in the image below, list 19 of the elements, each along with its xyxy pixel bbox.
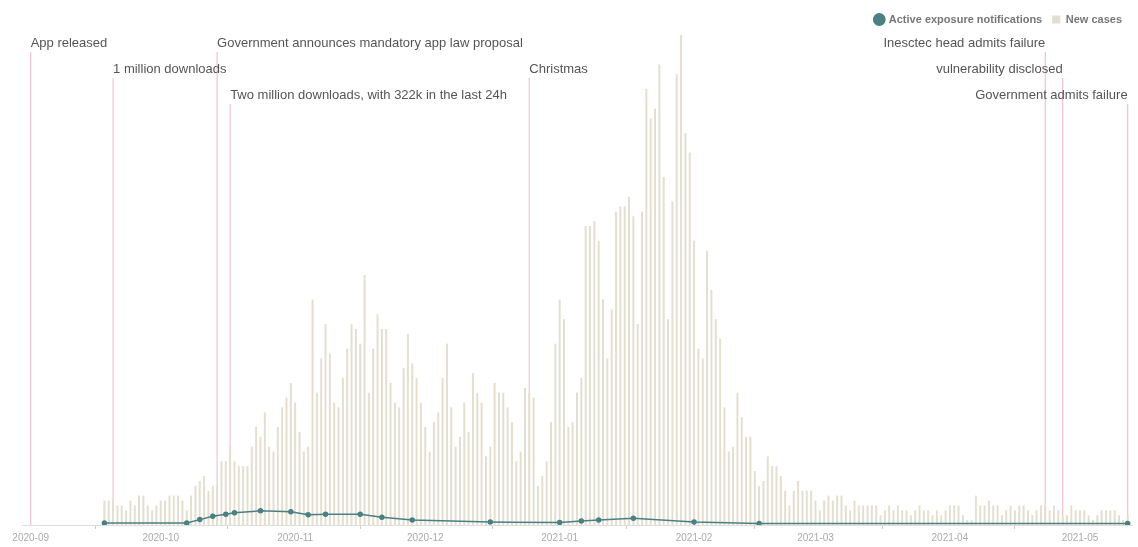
ref-line-label: vulnerability disclosed — [936, 60, 1063, 76]
ref-line-label: App released — [30, 34, 108, 50]
ref-line-label: Two million downloads, with 322k in the last 24h — [230, 86, 507, 102]
legend-label: New cases — [1065, 12, 1122, 25]
x-tick-label: 2020-11 — [277, 531, 314, 543]
ref-line-label: Government announces mandatory app law proposal — [217, 34, 523, 50]
x-tick-label: 2020-12 — [406, 531, 445, 543]
x-tick-label: 2021-04 — [931, 531, 969, 543]
x-tick-label: 2020-09 — [12, 531, 50, 543]
x-tick-label: 2021-03 — [797, 531, 835, 543]
legend-label: Active exposure notifications — [888, 12, 1043, 25]
ref-line-label: Government admits failure — [975, 86, 1128, 102]
x-tick-label: 2021-01 — [541, 531, 579, 543]
ref-line-label: Christmas — [529, 60, 589, 76]
ref-line-label: 1 million downloads — [113, 60, 228, 76]
ref-line-label: Inesctec head admits failure — [883, 34, 1046, 50]
x-tick-label: 2021-02 — [675, 531, 713, 543]
x-tick-label: 2021-05 — [1061, 531, 1099, 543]
x-tick-label: 2020-10 — [142, 531, 180, 543]
